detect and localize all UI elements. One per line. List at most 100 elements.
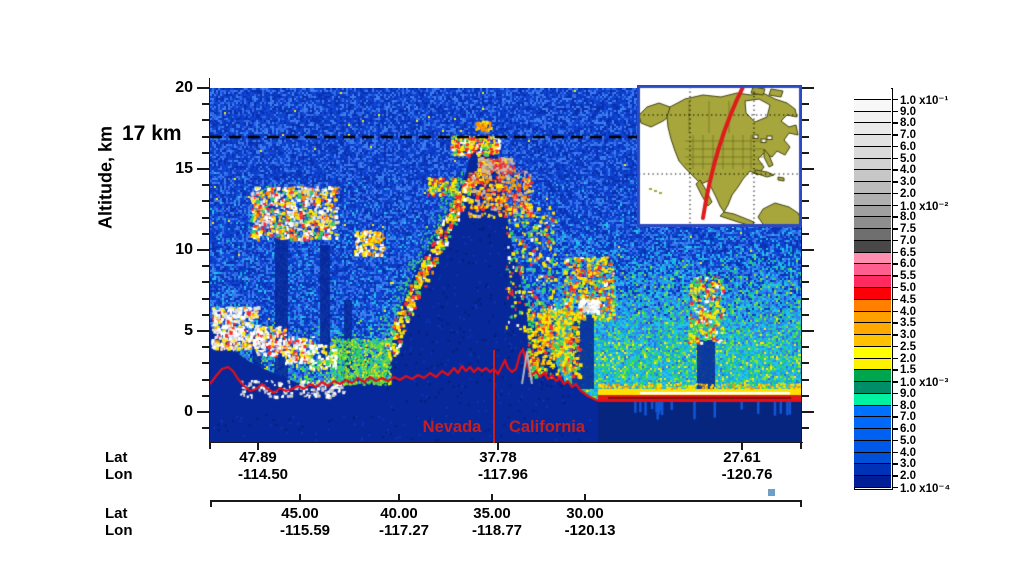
colorbar-tick [892,98,898,101]
y-tick-label: 5 [184,322,193,339]
lat-value-secondary: 40.00 [380,505,418,522]
colorbar-label: 8.0 [900,117,916,130]
colorbar-tick [892,463,898,465]
colorbar-swatch [854,252,891,265]
colorbar-label: 5.0 [900,281,916,294]
colorbar-label: 9.0 [900,105,916,118]
colorbar-swatch [854,358,891,371]
y-tick [202,297,210,300]
colorbar-swatch [854,311,891,324]
x-axis-tick [257,443,259,450]
y-tick [202,265,210,268]
y-axis-line [208,78,211,443]
lat-value-secondary: 30.00 [566,505,604,522]
lat-row-header: Lat [105,449,128,466]
y-axis-label: Altitude, km [95,126,116,230]
colorbar-label: 4.5 [900,293,916,306]
lon-row-header-secondary: Lon [105,522,133,539]
y-tick [202,184,210,187]
colorbar-tick [892,216,898,218]
colorbar-swatch [854,429,891,441]
y-tick-label: 0 [184,403,193,420]
colorbar-label: 8.0 [900,211,916,224]
lon-value-secondary: -115.59 [279,522,331,539]
lon-value-secondary: -117.27 [378,522,430,539]
colorbar-label: 6.5 [900,246,916,259]
flight-track-inset-map [637,85,802,227]
colorbar-label: 7.0 [900,234,916,247]
colorbar-label: 2.0 [900,187,916,200]
colorbar-swatch [854,393,891,406]
colorbar-label: 1.0 x10⁻³ [900,377,949,390]
y-tick [197,87,210,89]
y-tick-right [802,103,809,106]
colorbar-label: 7.0 [900,411,916,424]
colorbar-label: 3.0 [900,176,916,189]
y-tick-right [802,249,814,251]
colorbar-label: 6.0 [900,258,916,271]
colorbar-tick [892,286,898,289]
y-tick-right [802,378,809,381]
colorbar-label: 1.0 x10⁻² [900,200,949,213]
colorbar-swatch [854,335,891,347]
secondary-axis-tick [398,494,400,500]
colorbar-label: 5.5 [900,270,916,283]
state-label-california: California [508,418,586,436]
y-tick-right [802,281,809,284]
altitude-annotation-label: 17 km [122,122,182,145]
y-tick-label: 20 [175,79,193,96]
colorbar-tick [892,322,898,324]
colorbar-swatch [854,240,891,253]
lon-value: -117.96 [477,466,529,483]
secondary-axis-tick [491,494,493,500]
y-tick [202,427,210,430]
colorbar-swatch [854,382,891,394]
x-axis-end-tick [209,443,211,449]
colorbar-swatch [854,111,891,124]
lat-value-secondary: 45.00 [281,505,319,522]
colorbar-tick [892,275,898,277]
y-tick-right [802,232,809,235]
y-tick-right [802,394,809,397]
y-tick [197,411,210,413]
colorbar-tick [892,392,898,395]
colorbar-label: 9.0 [900,387,916,400]
colorbar-label: 7.5 [900,223,916,236]
y-tick [202,151,210,154]
colorbar-tick [892,263,898,265]
secondary-axis-tick [584,494,586,500]
colorbar-label: 2.0 [900,352,916,365]
colorbar-tick [892,157,898,160]
secondary-axis-end-tick [210,500,212,507]
colorbar-swatch [854,417,891,430]
state-boundary-divider-line [493,350,495,443]
lat-value-secondary: 35.00 [473,505,511,522]
colorbar-label: 8.0 [900,399,916,412]
colorbar-swatch [854,146,891,159]
lon-value: -114.50 [237,466,289,483]
lon-value-secondary: -120.13 [564,522,616,539]
secondary-axis-end-tick [800,500,802,507]
y-tick-right [802,151,809,154]
y-tick [197,168,210,170]
y-tick-right [802,265,809,268]
lon-value: -120.76 [721,466,773,483]
y-tick-right [802,427,809,430]
colorbar-label: 6.0 [900,140,916,153]
colorbar-tick [892,298,898,301]
colorbar-label: 1.0 x10⁻¹ [900,94,949,107]
y-tick [202,216,210,219]
colorbar-tick [892,228,898,230]
colorbar-label: 5.0 [900,434,916,447]
colorbar-tick [892,381,898,383]
colorbar-tick [892,192,898,195]
lat-value: 47.89 [239,449,277,466]
y-tick [202,313,210,316]
y-tick [202,200,210,203]
colorbar-swatch [854,88,891,100]
colorbar-tick [892,310,898,313]
colorbar-tick [892,451,898,454]
y-tick [202,281,210,284]
right-axis-line [800,88,802,443]
